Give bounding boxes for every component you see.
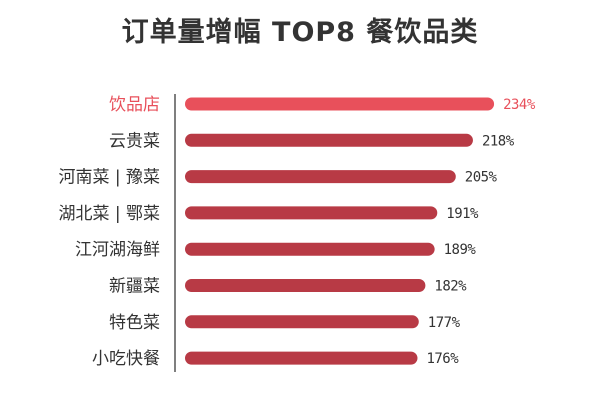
bar bbox=[185, 242, 435, 256]
bar bbox=[185, 206, 438, 220]
bar bbox=[185, 170, 456, 184]
category-label: 江河湖海鲜 bbox=[75, 240, 160, 260]
value-label: 234% bbox=[503, 97, 536, 113]
value-label: 205% bbox=[465, 170, 498, 186]
value-label: 177% bbox=[428, 315, 461, 331]
category-label: 特色菜 bbox=[109, 313, 160, 333]
bar bbox=[185, 315, 419, 329]
bar bbox=[185, 133, 473, 147]
category-label: 河南菜 | 豫菜 bbox=[58, 168, 160, 188]
bar bbox=[185, 279, 426, 292]
category-label: 新疆菜 bbox=[109, 277, 160, 297]
category-label: 饮品店 bbox=[109, 95, 160, 115]
value-label: 182% bbox=[434, 279, 467, 295]
bar bbox=[185, 351, 418, 365]
bar bbox=[185, 97, 495, 111]
chart-title: 订单量增幅 TOP8 餐饮品类 bbox=[121, 17, 479, 48]
value-label: 218% bbox=[482, 133, 515, 149]
value-label: 176% bbox=[426, 351, 459, 367]
value-label: 189% bbox=[444, 242, 477, 258]
category-label: 小吃快餐 bbox=[92, 349, 160, 369]
category-label: 云贵菜 bbox=[109, 131, 160, 151]
value-label: 191% bbox=[446, 206, 479, 222]
category-label: 湖北菜 | 鄂菜 bbox=[58, 204, 160, 224]
